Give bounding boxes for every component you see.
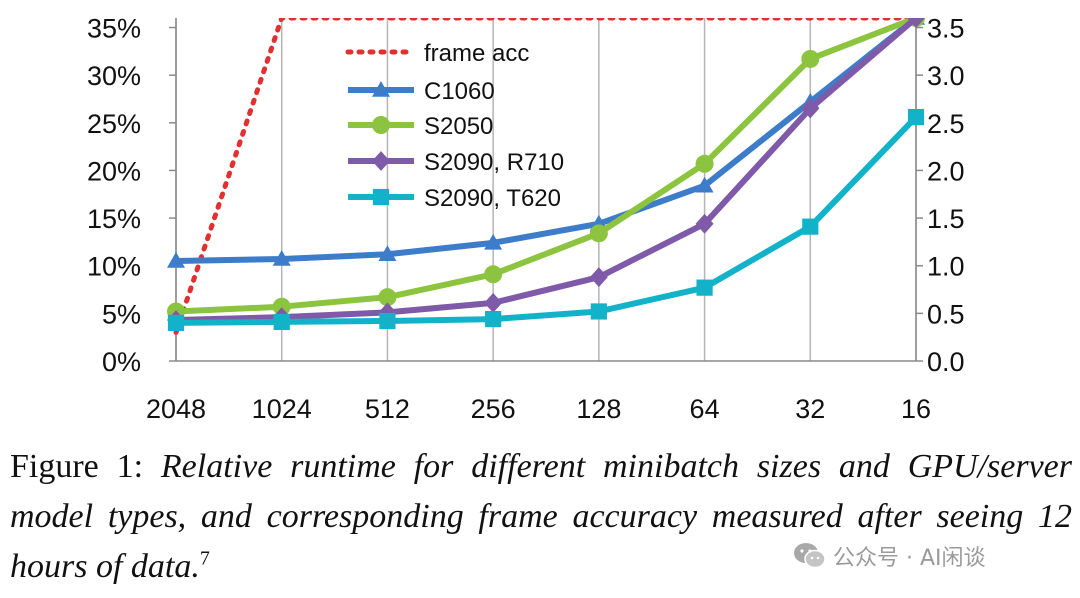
x-tick-label: 16 bbox=[901, 394, 931, 424]
data-point bbox=[378, 288, 397, 307]
legend-label: frame acc bbox=[424, 40, 529, 67]
data-point bbox=[167, 314, 185, 331]
series-line bbox=[175, 18, 918, 264]
caption-text: Relative runtime for different minibatch… bbox=[10, 448, 1073, 585]
left-tick-label: 5% bbox=[102, 299, 141, 329]
wechat-icon bbox=[794, 543, 826, 569]
data-point bbox=[589, 267, 608, 288]
data-point bbox=[801, 98, 820, 119]
legend: frame acc C1060 S2050 S2090, R710 S2090, T62… bbox=[345, 40, 564, 212]
x-tick-label: 64 bbox=[690, 394, 720, 424]
data-point bbox=[272, 297, 291, 316]
right-tick-label: 1.0 bbox=[927, 252, 965, 282]
left-tick-label: 30% bbox=[87, 61, 141, 91]
legend-item: frame acc bbox=[345, 40, 529, 67]
right-tick-label: 3.0 bbox=[927, 61, 965, 91]
data-point bbox=[696, 279, 713, 296]
data-point bbox=[378, 245, 397, 262]
watermark-text: 公众号 · AI闲谈 bbox=[833, 546, 986, 571]
tick-labels: 0% 5% 10% 15% 20% 25% 30% 35% 0.0 0.5 1.0 1.5 2.0 2.5… bbox=[87, 14, 965, 424]
x-tick-label: 1024 bbox=[252, 394, 312, 424]
data-point bbox=[484, 265, 503, 284]
data-point bbox=[695, 176, 714, 193]
legend-label: S2090, T620 bbox=[424, 185, 561, 212]
legend-label: C1060 bbox=[424, 78, 495, 105]
data-point bbox=[379, 312, 396, 330]
legend-marker bbox=[372, 151, 390, 171]
data-point bbox=[272, 250, 291, 266]
watermark: 公众号 · AI闲谈 bbox=[793, 538, 986, 574]
right-tick-label: 2.5 bbox=[927, 109, 965, 139]
footnote-marker: 7 bbox=[199, 547, 210, 570]
data-point bbox=[485, 310, 502, 328]
legend-item: C1060 bbox=[348, 78, 495, 105]
right-tick-label: 0.0 bbox=[927, 347, 965, 377]
x-tick-label: 512 bbox=[365, 394, 410, 424]
x-tick-label: 2048 bbox=[146, 394, 206, 424]
series-line bbox=[175, 18, 918, 315]
legend-item: S2050 bbox=[348, 113, 493, 140]
legend-item: S2090, T620 bbox=[348, 185, 561, 212]
figure-caption: Figure 1: Relative runtime for different… bbox=[10, 442, 1072, 592]
series-line bbox=[175, 115, 919, 326]
legend-marker bbox=[372, 188, 390, 206]
data-point bbox=[907, 18, 925, 28]
legend-item: S2090, R710 bbox=[348, 149, 564, 176]
left-tick-label: 0% bbox=[102, 347, 141, 377]
x-tick-label: 128 bbox=[576, 394, 621, 424]
series-s2090-t620 bbox=[167, 108, 925, 331]
left-tick-label: 35% bbox=[87, 14, 141, 44]
series-lines bbox=[167, 18, 925, 335]
right-tick-label: 0.5 bbox=[927, 299, 965, 329]
left-tick-label: 20% bbox=[87, 156, 141, 186]
right-tick-label: 2.0 bbox=[927, 156, 965, 186]
left-tick-label: 15% bbox=[87, 204, 141, 234]
legend-label: S2050 bbox=[424, 113, 493, 140]
data-point bbox=[167, 251, 185, 268]
legend-marker bbox=[372, 116, 390, 134]
legend-label: S2090, R710 bbox=[424, 149, 564, 176]
data-point bbox=[484, 292, 503, 313]
data-point bbox=[589, 224, 608, 243]
left-tick-label: 25% bbox=[87, 109, 141, 139]
right-tick-label: 3.5 bbox=[927, 14, 965, 44]
data-point bbox=[378, 302, 397, 323]
data-point bbox=[695, 154, 714, 173]
left-tick-label: 10% bbox=[87, 252, 141, 282]
data-point bbox=[802, 218, 819, 235]
data-point bbox=[801, 49, 820, 68]
legend-marker bbox=[372, 81, 390, 97]
series-clip bbox=[167, 18, 925, 335]
x-tick-label: 32 bbox=[795, 394, 825, 424]
series-line bbox=[175, 18, 918, 324]
data-point bbox=[484, 233, 503, 250]
runtime-chart: 0% 5% 10% 15% 20% 25% 30% 35% 0.0 0.5 1.0 1.5 2.0 2.5… bbox=[87, 14, 965, 424]
data-point bbox=[273, 313, 290, 331]
right-tick-label: 1.5 bbox=[927, 204, 965, 234]
x-tick-label: 256 bbox=[471, 394, 516, 424]
data-point bbox=[907, 108, 925, 126]
data-point bbox=[590, 303, 607, 320]
caption-label: Figure 1: bbox=[10, 448, 144, 485]
data-point bbox=[695, 213, 714, 234]
